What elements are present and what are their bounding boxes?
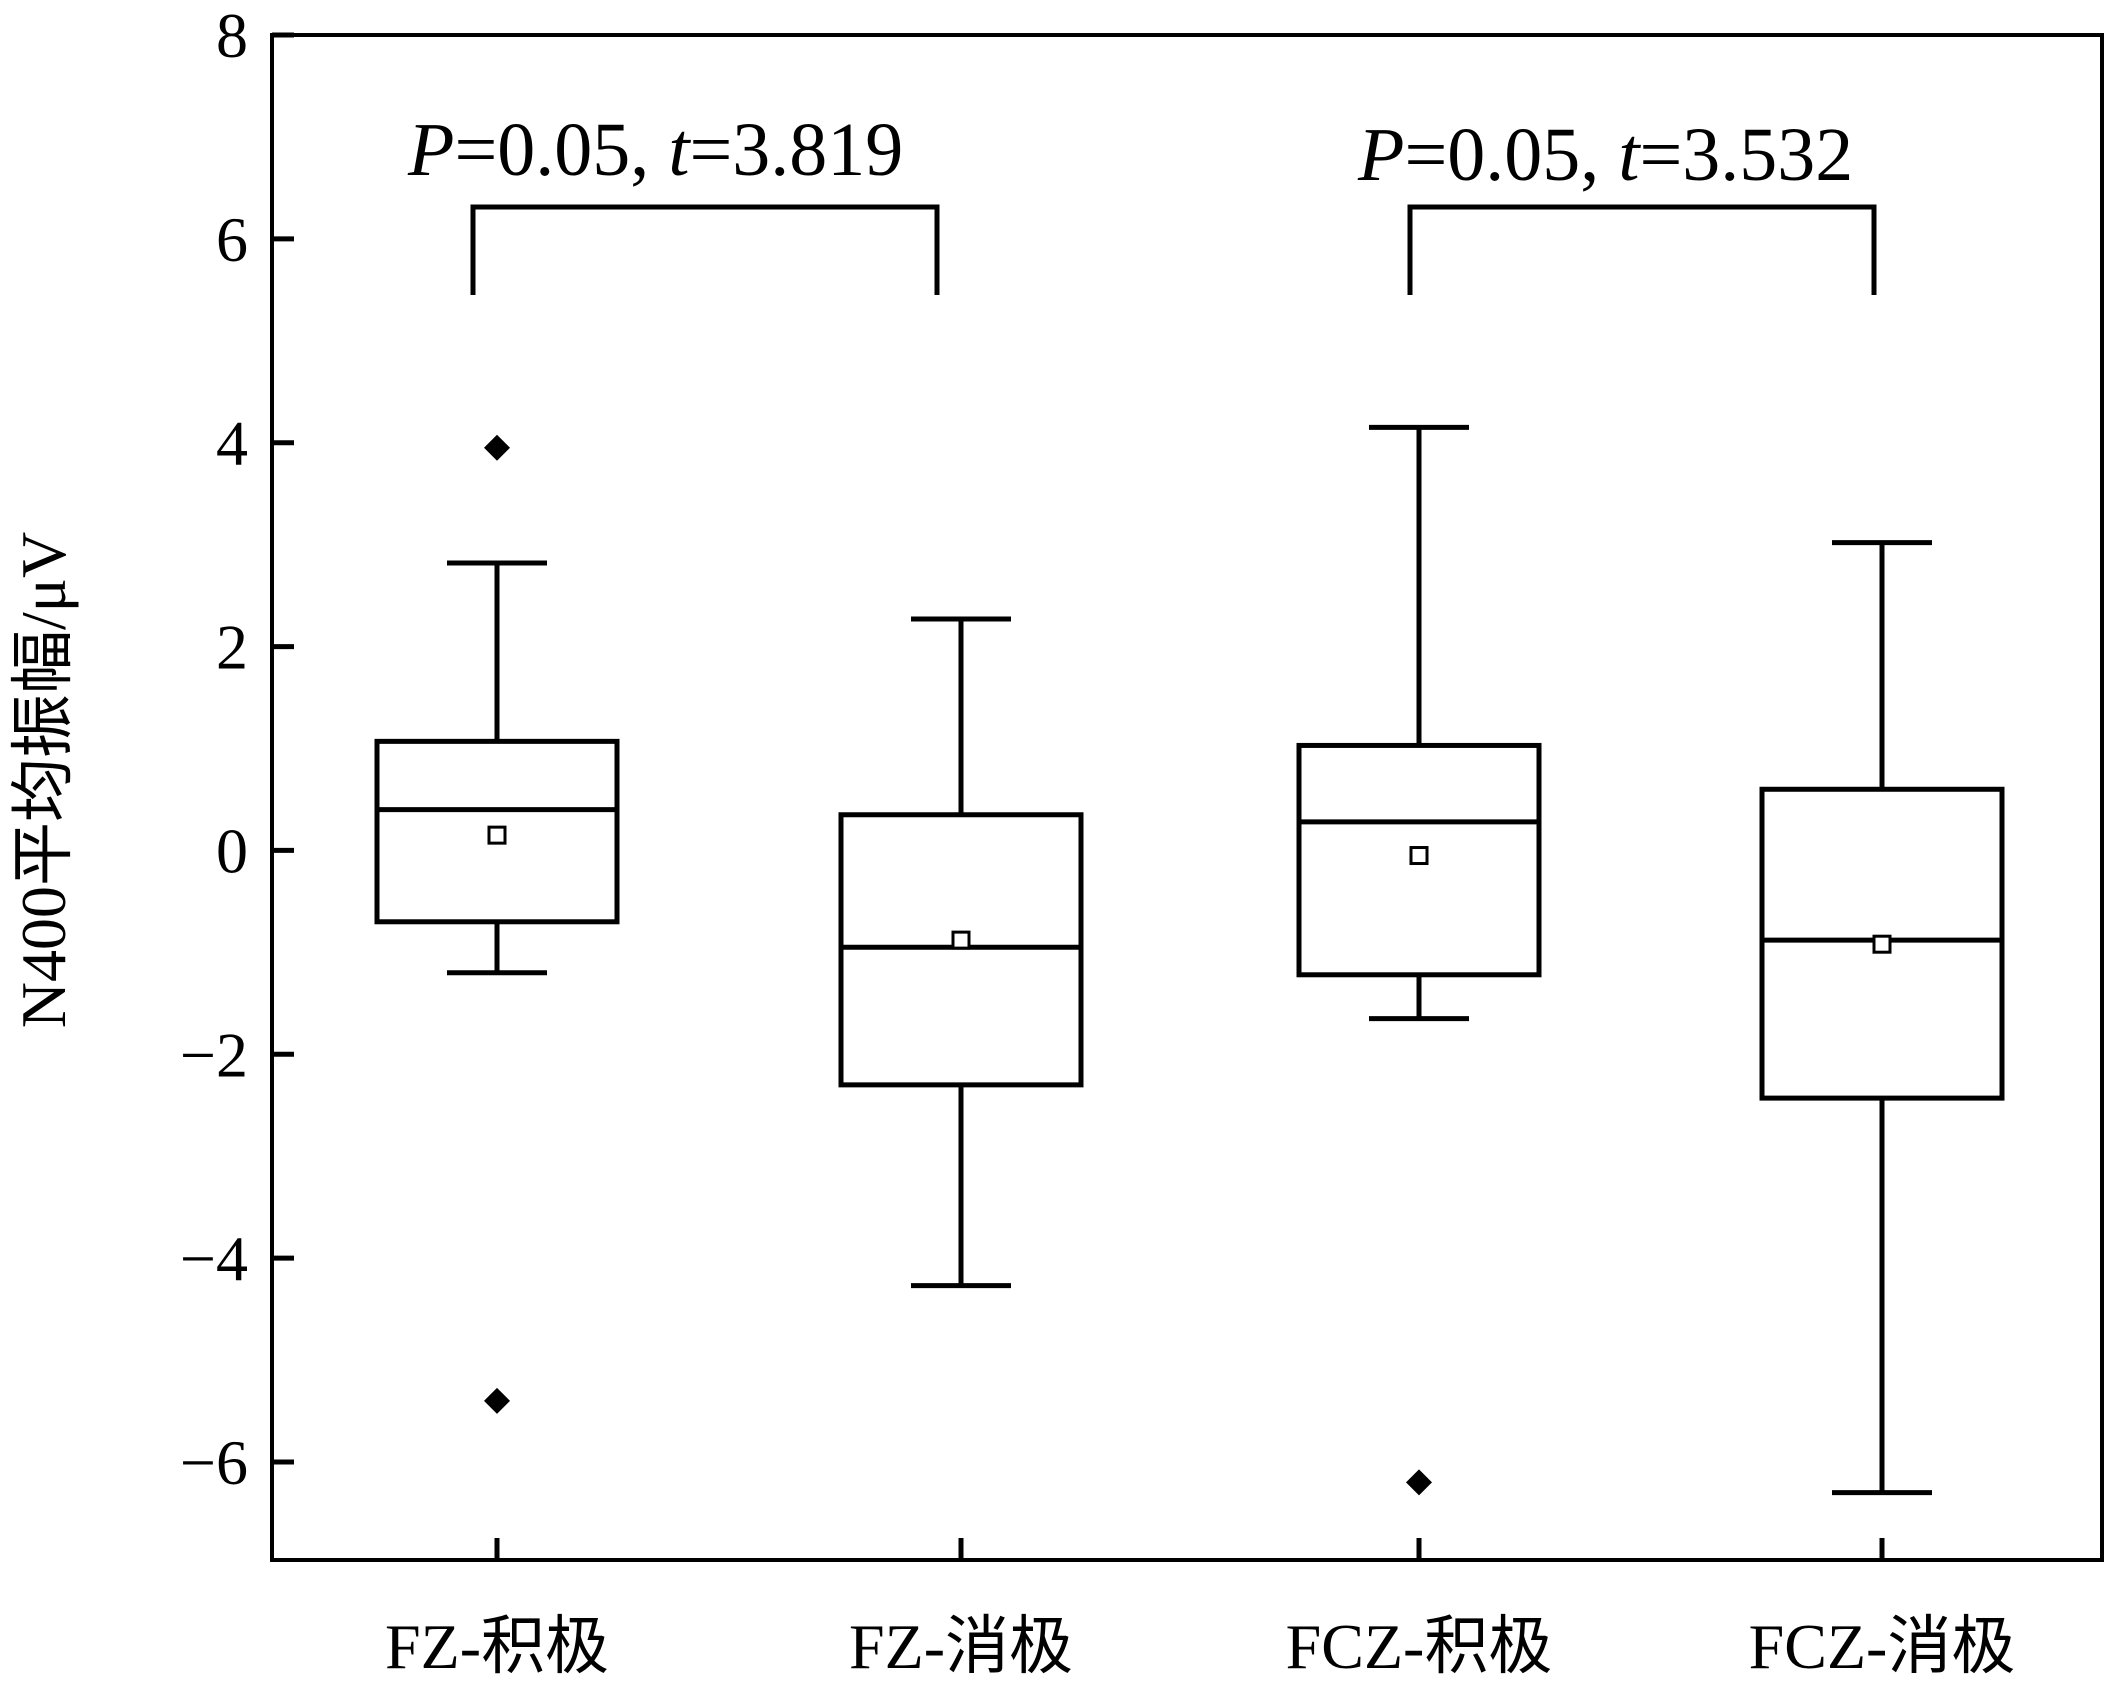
y-axis: −6 −4 −2 0 2 4 6 8 [180,0,294,1498]
bracket-line [470,204,940,295]
t-symbol: t [1618,113,1641,197]
mean-marker [1409,846,1429,866]
y-tick-label: −2 [180,1019,248,1090]
p-value: =0.05, [454,108,668,192]
significance-annotations: P=0.05, t=3.819 P=0.05, t=3.532 [407,108,1877,295]
iqr-box [838,812,1084,1088]
p-symbol: P [1357,113,1404,197]
iqr-box [1296,742,1542,978]
mean-marker [951,930,971,950]
box-group [1759,540,2005,1496]
t-value: =3.532 [1639,113,1853,197]
iqr-box [1759,786,2005,1101]
bracket-line [1407,204,1877,295]
outlier-point [1406,1469,1432,1496]
x-tick-label: FCZ-积极 [1286,1611,1553,1682]
significance-bracket: P=0.05, t=3.819 [407,108,940,295]
t-symbol: t [668,108,691,192]
y-tick-label: −4 [180,1223,248,1294]
y-tick-label: 4 [216,408,248,479]
iqr-box [374,738,620,925]
plot-frame [270,33,2104,1562]
significance-label: P=0.05, t=3.532 [1357,113,1853,197]
x-tick-label: FZ-消极 [849,1611,1073,1682]
y-tick-label: 8 [216,0,248,71]
box-group [374,434,620,1414]
x-tick-label: FZ-积极 [385,1611,609,1682]
outlier-point [484,434,510,461]
y-tick-label: 0 [216,815,248,886]
mean-marker [487,825,507,845]
p-value: =0.05, [1404,113,1618,197]
box-group [1296,424,1542,1496]
x-tick-label: FCZ-消极 [1749,1611,2016,1682]
significance-label: P=0.05, t=3.819 [407,108,903,192]
box-group [838,616,1084,1289]
x-axis: FZ-积极 FZ-消极 FCZ-积极 FCZ-消极 [385,1538,2015,1682]
y-tick-label: 6 [216,204,248,275]
y-tick-label: −6 [180,1427,248,1498]
box-series [374,424,2005,1496]
outlier-point [484,1387,510,1414]
mean-marker [1872,934,1892,954]
significance-bracket: P=0.05, t=3.532 [1357,113,1877,295]
t-value: =3.819 [689,108,903,192]
p-symbol: P [407,108,454,192]
y-tick-label: 2 [216,612,248,683]
y-axis-title: N400平均振幅/μV [8,532,79,1029]
